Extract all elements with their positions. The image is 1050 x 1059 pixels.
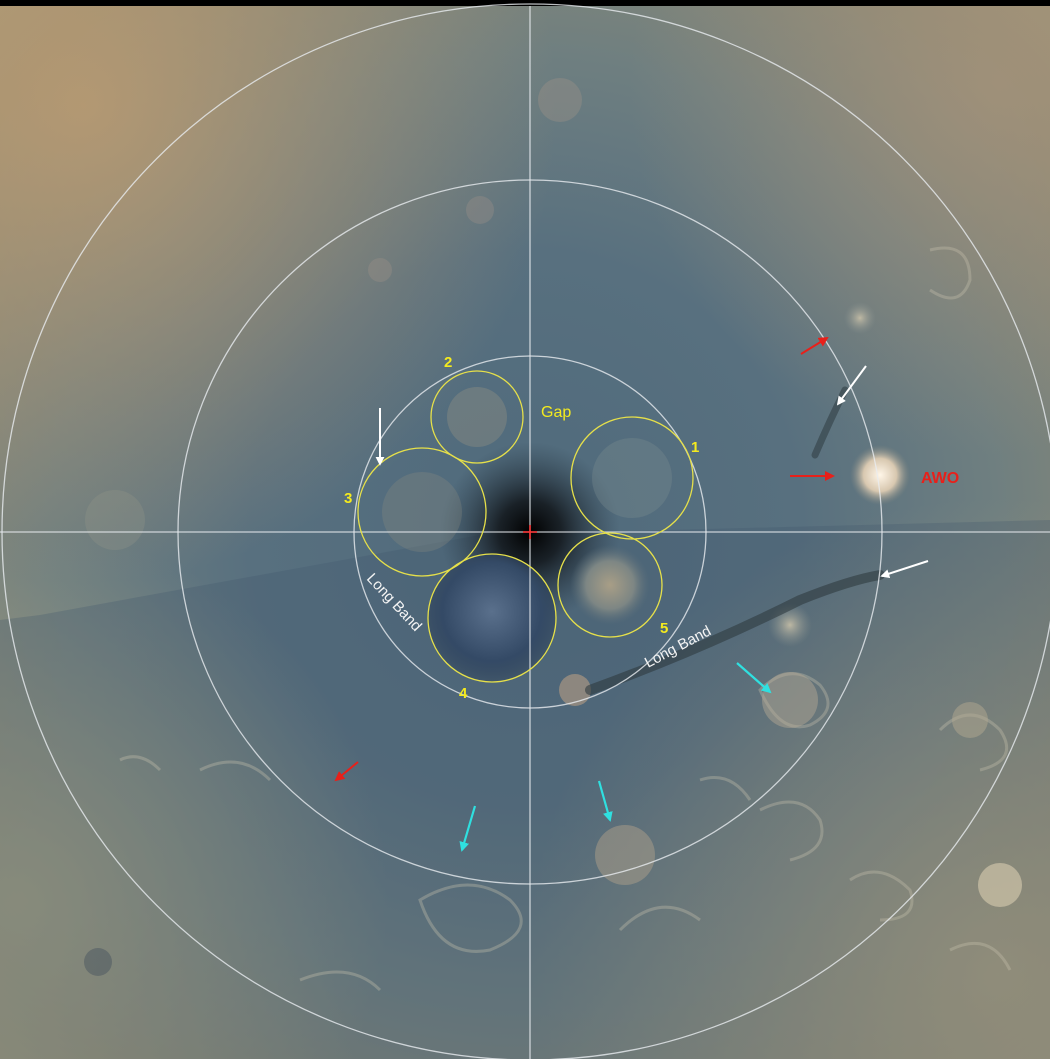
- data-sector-overlay: [0, 520, 1050, 1059]
- red-arrows: [334, 336, 835, 782]
- awo-label: AWO: [921, 470, 959, 487]
- awo-oval: [850, 445, 910, 505]
- cyclone-5-fill: [570, 545, 650, 625]
- cloud-spots: [84, 78, 1022, 976]
- cyclone-4-outline: [427, 553, 557, 683]
- long-band-lane: [585, 570, 885, 695]
- cyan-arrow-icon: [597, 780, 613, 822]
- cyclone-1-label: 1: [691, 439, 699, 456]
- cyclone-1-outline: [570, 416, 694, 540]
- cyclone-3-label: 3: [344, 490, 352, 507]
- cyan-arrow-icon: [736, 662, 772, 694]
- cyan-arrows: [459, 662, 772, 852]
- cyclone-2-outline: [430, 370, 524, 464]
- cyclone-number-labels: 1 2 3 4 5: [344, 354, 699, 702]
- cyclone-4-fill: [428, 554, 556, 682]
- cloud-texture: [119, 246, 1012, 992]
- cyclone-2-label: 2: [444, 354, 452, 371]
- white-arrow-icon: [836, 365, 867, 406]
- cyclone-3-outline: [357, 447, 487, 577]
- cyclone-2-fill: [447, 387, 507, 447]
- top-black-strip: [0, 0, 1050, 6]
- cyclone-3-fill: [382, 472, 462, 552]
- cyclone-4-label: 4: [459, 685, 468, 702]
- cyclone-5-outline: [557, 532, 663, 638]
- cyan-arrow-icon: [459, 805, 477, 852]
- red-arrow-icon: [800, 336, 829, 355]
- cyclone-1-fill: [592, 438, 672, 518]
- cyclone-5-label: 5: [660, 620, 668, 637]
- red-arrow-icon: [334, 761, 359, 782]
- gap-label: Gap: [541, 404, 571, 421]
- cyclone-outlines: [357, 370, 694, 683]
- white-arrows: [375, 365, 929, 579]
- white-arrow-icon: [880, 560, 929, 579]
